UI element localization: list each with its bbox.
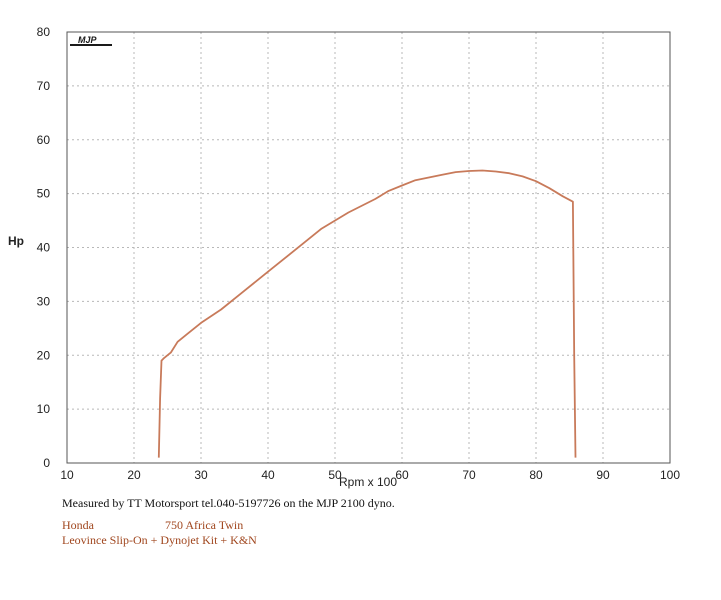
x-tick-label: 60 — [395, 468, 409, 482]
x-tick-label: 20 — [127, 468, 141, 482]
y-tick-label: 30 — [37, 294, 51, 308]
x-tick-label: 50 — [328, 468, 342, 482]
dyno-logo: MJP — [68, 34, 116, 48]
power-curve-line — [157, 169, 577, 458]
x-tick-label: 90 — [596, 468, 610, 482]
y-tick-label: 60 — [37, 133, 51, 147]
logo-text: MJP — [78, 35, 98, 45]
y-tick-label: 70 — [37, 79, 51, 93]
grid-lines — [67, 32, 670, 463]
x-axis-title: Rpm x 100 — [339, 475, 397, 489]
y-tick-label: 20 — [37, 348, 51, 362]
x-tick-label: 10 — [60, 468, 74, 482]
measured-by-caption: Measured by TT Motorsport tel.040-519772… — [62, 496, 395, 510]
x-tick-label: 80 — [529, 468, 543, 482]
logo-mark-icon: MJP — [70, 35, 112, 46]
y-tick-label: 40 — [37, 241, 51, 255]
y-tick-labels: 0 10 20 30 40 50 60 70 80 — [37, 25, 51, 470]
bike-make: Honda — [62, 518, 94, 532]
y-tick-label: 80 — [37, 25, 51, 39]
y-axis-title: Hp — [8, 234, 24, 248]
x-tick-label: 40 — [261, 468, 275, 482]
x-tick-label: 70 — [462, 468, 476, 482]
series-group — [157, 169, 577, 458]
y-tick-label: 0 — [43, 456, 50, 470]
x-tick-label: 100 — [660, 468, 680, 482]
y-tick-label: 50 — [37, 187, 51, 201]
x-tick-labels: 10 20 30 40 50 60 70 80 90 100 — [60, 468, 680, 482]
y-tick-label: 10 — [37, 402, 51, 416]
plot-frame — [66, 31, 671, 464]
bike-modifications: Leovince Slip-On + Dynojet Kit + K&N — [62, 533, 257, 547]
bike-model: 750 Africa Twin — [165, 518, 244, 532]
x-tick-label: 30 — [194, 468, 208, 482]
